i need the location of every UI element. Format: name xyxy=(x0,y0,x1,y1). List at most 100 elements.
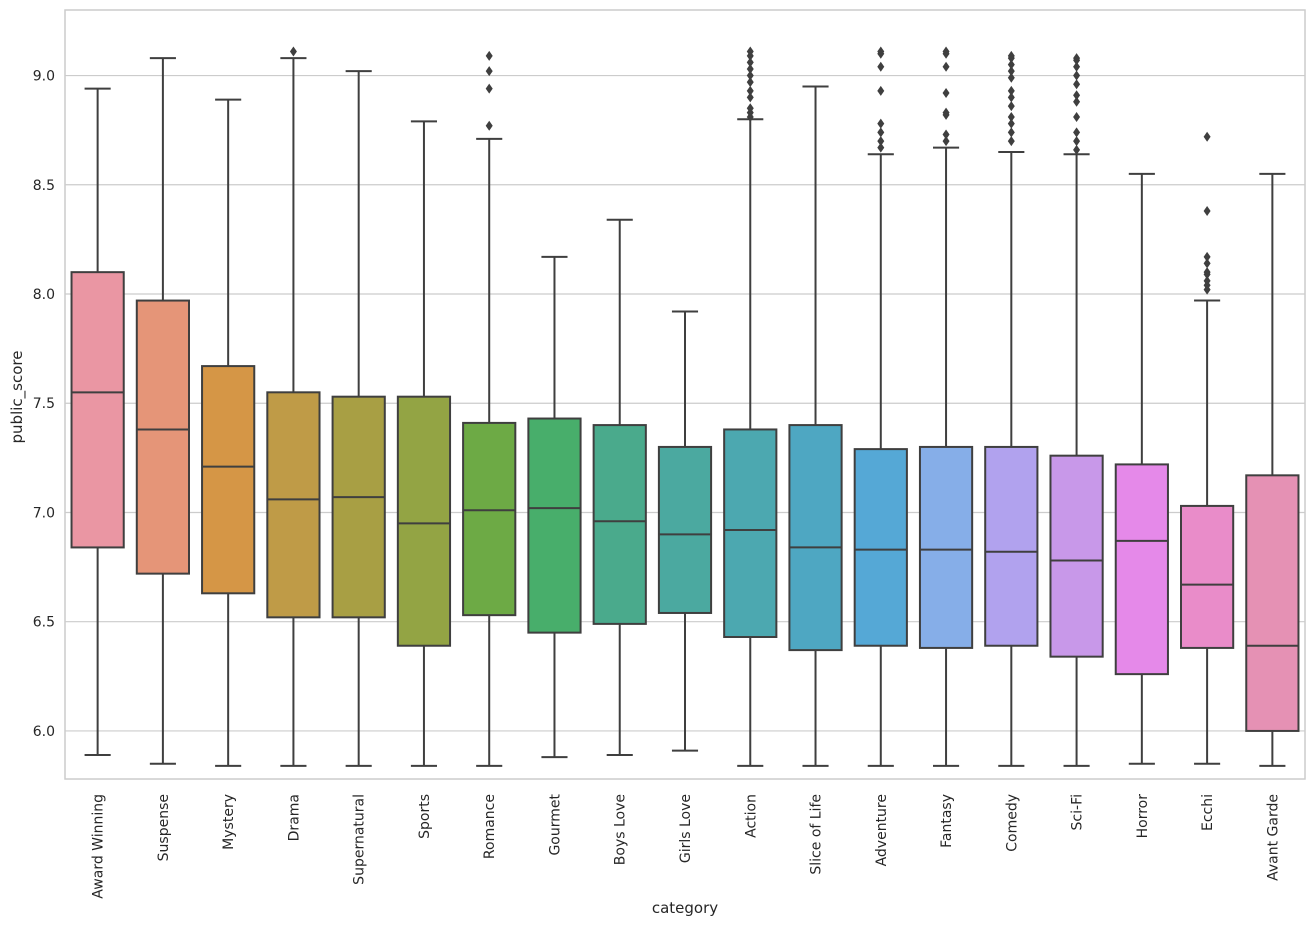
box xyxy=(592,424,647,625)
box-group-boys-love xyxy=(592,218,647,756)
boxes xyxy=(70,46,1300,767)
outlier-point xyxy=(877,136,885,147)
outlier-point xyxy=(746,46,754,57)
box-group-ecchi xyxy=(1180,131,1235,765)
box xyxy=(70,271,125,549)
outlier-point xyxy=(746,63,754,74)
box-group-comedy xyxy=(984,50,1039,767)
outlier-point xyxy=(1073,53,1081,64)
outlier-point xyxy=(746,85,754,96)
box xyxy=(657,445,713,614)
outlier-point xyxy=(485,120,493,131)
x-tick-label: Mystery xyxy=(221,794,237,850)
outlier-point xyxy=(1203,251,1211,262)
outlier-point xyxy=(1007,127,1015,138)
outlier-point xyxy=(746,70,754,81)
y-tick-label: 7.0 xyxy=(33,505,55,521)
outlier-point xyxy=(1073,79,1081,90)
outlier-point xyxy=(1073,127,1081,138)
box-group-gourmet xyxy=(527,255,582,759)
box xyxy=(1049,454,1104,658)
x-tick-label: Comedy xyxy=(1004,794,1020,852)
x-axis-ticks: Award Winning Suspense Mystery Drama Superna… xyxy=(91,793,1282,898)
outlier-point xyxy=(746,103,754,114)
x-tick-label: Adventure xyxy=(874,794,890,866)
outlier-point xyxy=(746,92,754,103)
box-group-drama xyxy=(266,46,321,767)
outlier-point xyxy=(1007,118,1015,129)
box-group-adventure xyxy=(853,46,908,767)
box xyxy=(723,428,778,638)
outlier-point xyxy=(877,85,885,96)
x-tick-label: Award Winning xyxy=(91,794,107,899)
box-group-girls-love xyxy=(657,310,713,752)
y-tick-label: 6.0 xyxy=(33,724,55,740)
outlier-point xyxy=(485,83,493,94)
outlier-point xyxy=(1007,50,1015,61)
outlier-point xyxy=(942,107,950,118)
y-tick-label: 8.5 xyxy=(33,178,55,194)
box-group-avant-garde xyxy=(1245,172,1300,767)
x-tick-label: Supernatural xyxy=(352,794,368,885)
box-group-horror xyxy=(1114,172,1169,765)
box-group-mystery xyxy=(201,98,256,767)
box xyxy=(201,365,256,595)
outlier-point xyxy=(1007,112,1015,123)
box-group-award-winning xyxy=(70,87,125,756)
outlier-point xyxy=(1007,136,1015,147)
box xyxy=(984,445,1039,647)
x-tick-label: Sports xyxy=(417,794,433,839)
x-tick-label: Fantasy xyxy=(939,794,955,848)
outlier-point xyxy=(942,136,950,147)
outlier-point xyxy=(1073,136,1081,147)
x-tick-label: Avant Garde xyxy=(1265,794,1281,881)
box xyxy=(788,424,843,652)
outlier-point xyxy=(1007,59,1015,70)
outlier-point xyxy=(1073,96,1081,107)
outlier-point xyxy=(746,77,754,88)
x-tick-label: Romance xyxy=(482,794,498,859)
box-group-suspense xyxy=(135,57,190,765)
box xyxy=(135,299,190,575)
y-axis-ticks: 6.0 6.5 7.0 7.5 8.0 8.5 9.0 xyxy=(33,69,55,740)
outlier-point xyxy=(1007,72,1015,83)
outlier-point xyxy=(1203,258,1211,269)
box xyxy=(853,448,908,647)
outlier-point xyxy=(746,57,754,68)
outlier-point xyxy=(1073,61,1081,72)
box-group-romance xyxy=(462,50,517,767)
box xyxy=(462,421,517,617)
outlier-point xyxy=(1007,101,1015,112)
outlier-point xyxy=(877,127,885,138)
outlier-point xyxy=(942,129,950,140)
box-group-sports xyxy=(396,120,452,767)
outlier-point xyxy=(1073,70,1081,81)
outlier-point xyxy=(1203,275,1211,286)
outlier-point xyxy=(942,61,950,72)
x-tick-label: Slice of Life xyxy=(809,794,825,875)
outlier-point xyxy=(1073,112,1081,123)
y-tick-label: 7.5 xyxy=(33,396,55,412)
outlier-point xyxy=(1073,90,1081,101)
box xyxy=(527,417,582,634)
outlier-point xyxy=(877,46,885,57)
outlier-point xyxy=(877,118,885,129)
x-tick-label: Ecchi xyxy=(1200,794,1216,831)
outlier-point xyxy=(877,61,885,72)
box xyxy=(918,445,974,649)
outlier-point xyxy=(485,50,493,61)
outlier-point xyxy=(942,88,950,99)
box-group-sci-fi xyxy=(1049,53,1104,767)
box xyxy=(266,391,321,619)
box-group-slice-of-life xyxy=(788,85,843,767)
outlier-point xyxy=(1073,144,1081,155)
outlier-point xyxy=(1007,85,1015,96)
outlier-point xyxy=(1203,131,1211,142)
box xyxy=(396,395,452,647)
outlier-point xyxy=(1007,66,1015,77)
outlier-point xyxy=(1203,205,1211,216)
box xyxy=(1114,463,1169,676)
x-tick-label: Gourmet xyxy=(547,793,563,855)
y-tick-label: 9.0 xyxy=(33,69,55,85)
